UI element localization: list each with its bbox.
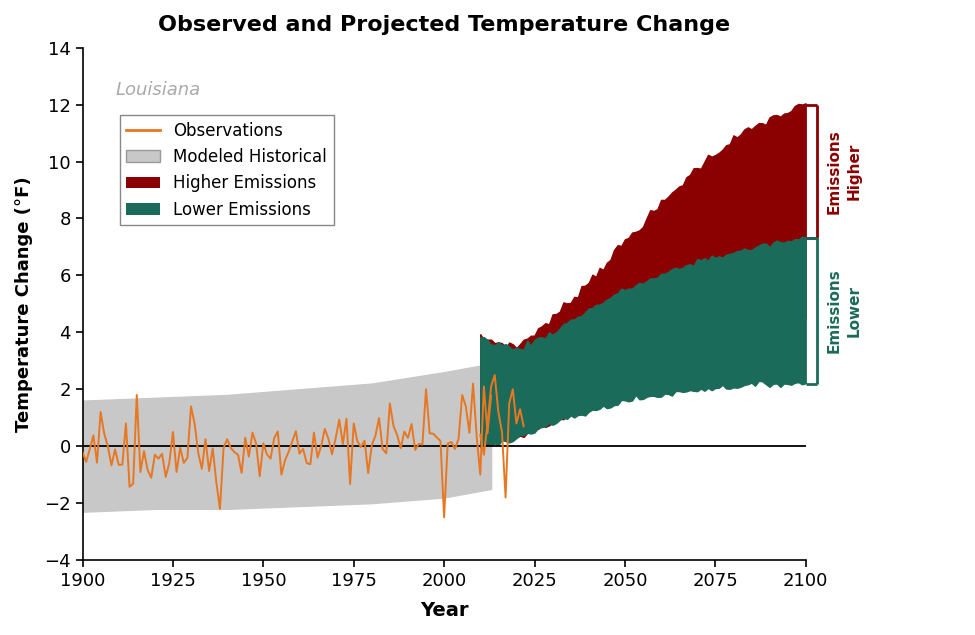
Text: Emissions: Emissions [827,129,841,214]
X-axis label: Year: Year [420,601,468,620]
Text: Louisiana: Louisiana [115,81,200,99]
Title: Observed and Projected Temperature Change: Observed and Projected Temperature Chang… [158,15,730,35]
Text: Lower: Lower [846,285,862,337]
Text: Emissions: Emissions [827,269,841,353]
Text: Higher: Higher [846,143,862,200]
Legend: Observations, Modeled Historical, Higher Emissions, Lower Emissions: Observations, Modeled Historical, Higher… [120,115,333,225]
Y-axis label: Temperature Change (°F): Temperature Change (°F) [15,176,33,432]
